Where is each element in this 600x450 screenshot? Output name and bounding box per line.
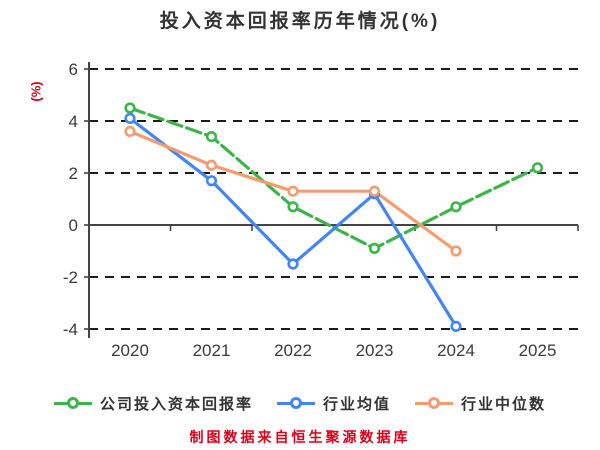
data-point-marker	[287, 258, 299, 270]
data-source-note: 制图数据来自恒生聚源数据库	[189, 429, 411, 445]
legend-item-company-roic[interactable]: 公司投入资本回报率	[53, 393, 253, 414]
data-point-marker	[368, 242, 381, 254]
data-point-marker	[124, 102, 136, 114]
x-tick-label: 2023	[356, 341, 394, 360]
x-tick-label: 2021	[193, 341, 231, 360]
data-point-marker	[450, 320, 462, 333]
data-point-marker	[531, 162, 544, 174]
legend-item-industry-median[interactable]: 行业中位数	[415, 393, 546, 414]
data-point-marker	[450, 201, 462, 213]
data-point-marker	[450, 245, 462, 257]
x-tick-label: 2025	[519, 341, 557, 360]
x-tick-label: 2022	[274, 341, 312, 360]
x-tick-label: 2020	[111, 341, 149, 360]
legend-label: 公司投入资本回报率	[99, 395, 253, 413]
y-tick-label: 4	[69, 112, 78, 131]
data-point-marker	[205, 159, 218, 171]
series-line-行业均值	[128, 116, 458, 328]
legend-item-industry-mean[interactable]: 行业均值	[276, 393, 391, 414]
y-tick-label: 6	[69, 60, 78, 79]
chart-legend: 公司投入资本回报率 行业均值 行业中位数	[0, 391, 600, 415]
data-point-marker	[368, 185, 381, 197]
data-point-marker	[124, 112, 136, 124]
legend-line-marker-icon	[53, 397, 92, 409]
legend-line-marker-icon	[415, 397, 453, 409]
data-point-marker	[124, 125, 136, 137]
y-tick-label: 2	[69, 164, 78, 183]
legend-label: 行业中位数	[461, 395, 547, 413]
y-tick-label: -2	[63, 268, 78, 287]
data-point-marker	[205, 131, 218, 143]
legend-label: 行业均值	[322, 395, 391, 413]
y-tick-label: 0	[69, 216, 78, 235]
x-tick-label: 2024	[437, 341, 475, 360]
data-point-marker	[205, 175, 218, 187]
data-point-marker	[287, 185, 299, 197]
chart-title: 投入资本回报率历年情况(%)	[159, 11, 441, 32]
data-point-marker	[287, 201, 299, 213]
legend-line-marker-icon	[276, 397, 315, 409]
y-tick-label: -4	[63, 320, 78, 339]
